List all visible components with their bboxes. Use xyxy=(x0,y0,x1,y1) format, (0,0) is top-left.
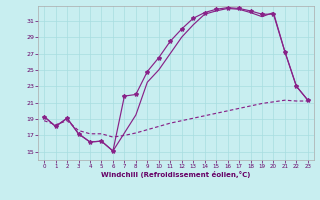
X-axis label: Windchill (Refroidissement éolien,°C): Windchill (Refroidissement éolien,°C) xyxy=(101,171,251,178)
